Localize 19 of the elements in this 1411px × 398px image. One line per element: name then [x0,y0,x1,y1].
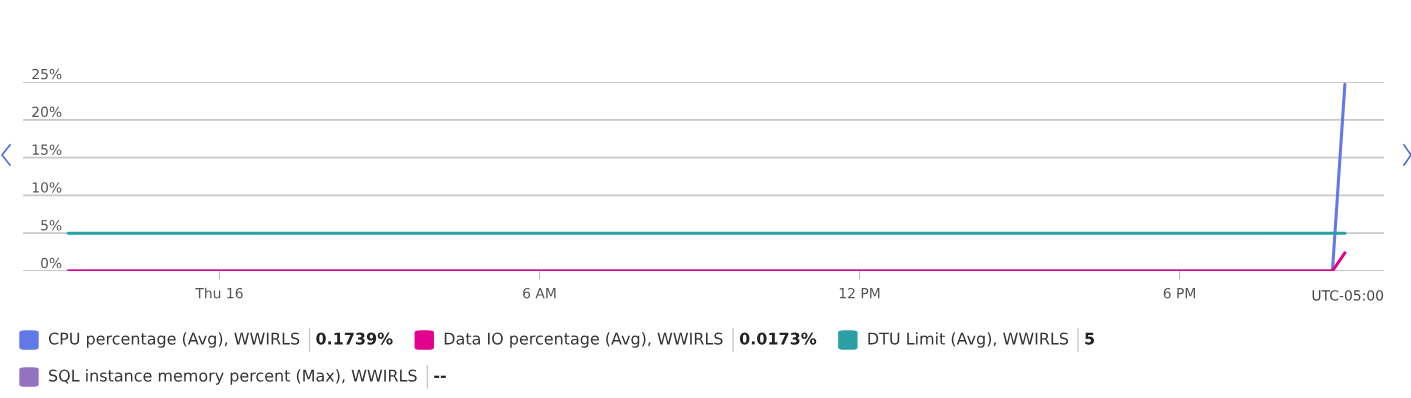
x-tick-label: 12 PM [839,287,880,299]
text: 0.1739% [316,332,393,345]
legend-label: CPU percentage (Avg), WWIRLS [48,332,300,348]
y-tick-label: 5% [41,220,62,231]
x-tick-label: Thu 16 [195,287,243,299]
x-tick-label: 6 PM [1163,287,1195,299]
text: UTC-05:00 [1312,290,1384,301]
y-tick-label: 25% [32,68,62,80]
text: 0.0173% [739,332,817,345]
text: 5 [1085,332,1094,345]
y-tick-label: 10% [32,182,62,193]
legend-label: DTU Limit (Avg), WWIRLS [868,332,1069,348]
text: -- [434,375,446,378]
y-tick-label: 15% [32,144,62,155]
x-tick-label: 6 AM [523,287,556,299]
legend-label: SQL instance memory percent (Max), WWIRLS [49,369,417,385]
y-tick-label: 0% [41,257,62,269]
legend-label: Data IO percentage (Avg), WWIRLS [444,332,723,348]
y-tick-label: 20% [32,106,62,118]
